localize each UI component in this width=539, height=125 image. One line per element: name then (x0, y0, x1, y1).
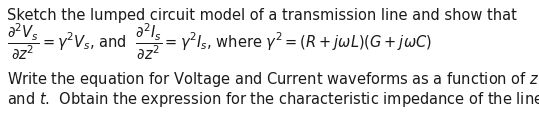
Text: and $t$.  Obtain the expression for the characteristic impedance of the line.: and $t$. Obtain the expression for the c… (7, 90, 539, 109)
Text: Write the equation for Voltage and Current waveforms as a function of $z$: Write the equation for Voltage and Curre… (7, 70, 539, 89)
Text: $\dfrac{\partial^2 V_s}{\partial z^2} = \gamma^2 V_s$, and  $\dfrac{\partial^2 I: $\dfrac{\partial^2 V_s}{\partial z^2} = … (7, 22, 432, 62)
Text: Sketch the lumped circuit model of a transmission line and show that: Sketch the lumped circuit model of a tra… (7, 8, 517, 23)
